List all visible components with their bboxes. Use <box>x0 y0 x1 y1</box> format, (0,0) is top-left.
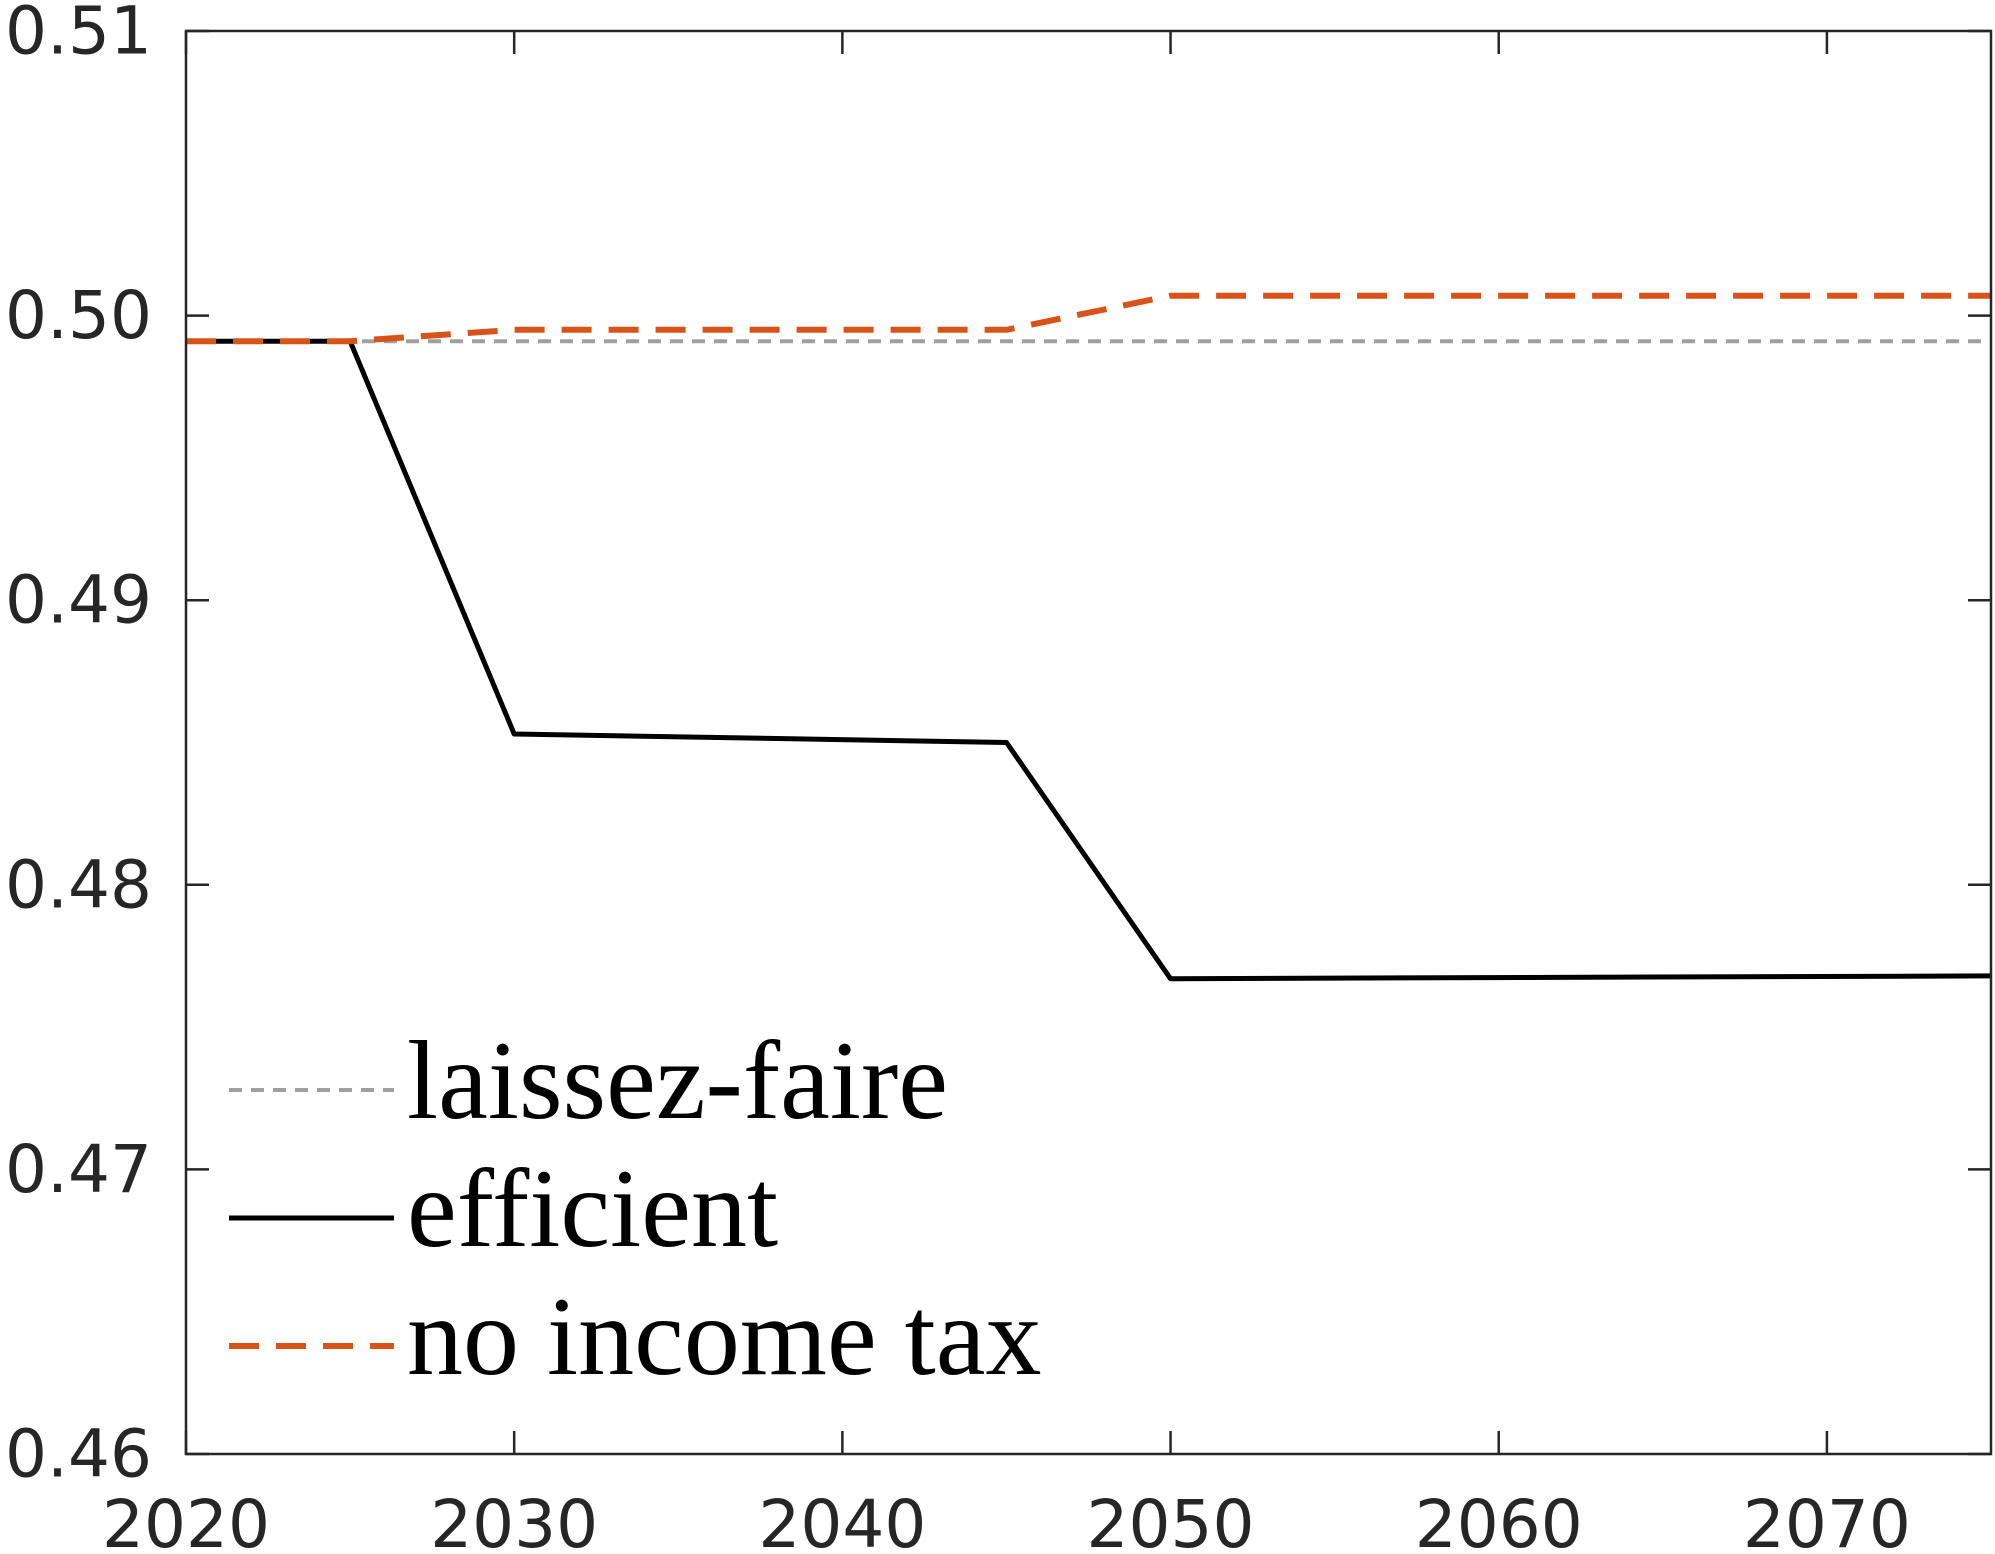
tick-marks <box>184 29 1991 1456</box>
legend-label: efficient <box>407 1147 778 1271</box>
x-tick-label: 2040 <box>758 1486 926 1554</box>
series-line-no-income-tax <box>186 292 1991 345</box>
axes-box <box>184 29 1993 1456</box>
x-tick-label: 2070 <box>1743 1486 1911 1554</box>
x-tick-label: 2060 <box>1415 1486 1583 1554</box>
y-tick-label: 0.50 <box>5 277 152 354</box>
x-tick-label: 2050 <box>1087 1486 1255 1554</box>
y-tick-label: 0.51 <box>5 0 152 70</box>
y-tick-labels: 0.46 0.47 0.48 0.49 0.50 0.51 <box>5 0 152 1493</box>
y-tick-label: 0.49 <box>5 562 152 639</box>
legend-label: laissez-faire <box>407 1019 948 1143</box>
y-tick-label: 0.47 <box>5 1131 152 1208</box>
x-tick-label: 2020 <box>102 1486 270 1554</box>
legend-label: no income tax <box>407 1275 1041 1399</box>
y-tick-label: 0.46 <box>5 1416 152 1493</box>
plot-area <box>186 292 1992 982</box>
x-tick-labels: 2020 2030 2040 2050 2060 2070 <box>102 1486 1911 1554</box>
y-tick-label: 0.48 <box>5 846 152 923</box>
series-line-efficient <box>186 338 1992 982</box>
x-tick-label: 2030 <box>430 1486 598 1554</box>
